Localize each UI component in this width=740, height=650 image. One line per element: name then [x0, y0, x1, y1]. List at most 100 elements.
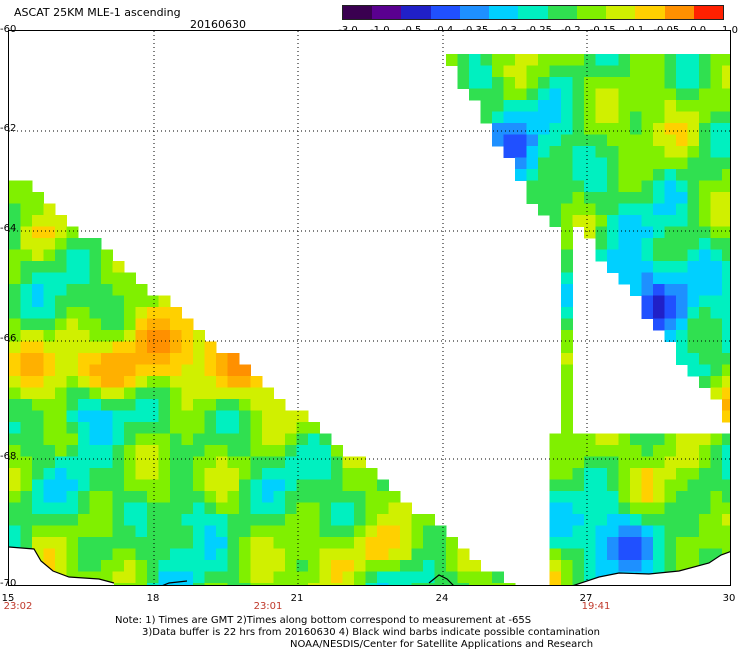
map-cell: [20, 433, 33, 446]
map-cell: [561, 307, 573, 319]
map-cell: [135, 284, 148, 296]
map-cell: [664, 284, 677, 296]
map-cell: [584, 111, 596, 124]
map-cell: [676, 307, 688, 319]
map-cell: [101, 272, 113, 285]
map-cell: [526, 134, 539, 147]
map-cell: [653, 203, 665, 216]
map-cell: [515, 123, 527, 135]
map-cell: [699, 514, 711, 526]
map-cell: [664, 249, 677, 262]
map-cell: [722, 502, 730, 515]
map-cell: [630, 134, 642, 147]
map-cell: [549, 560, 562, 572]
map-cell: [664, 456, 677, 469]
map-cell: [365, 514, 378, 526]
map-cell: [89, 249, 102, 262]
map-cell: [676, 491, 688, 503]
map-cell: [572, 169, 585, 181]
map-cell: [561, 456, 573, 469]
map-cell: [55, 215, 67, 227]
map-cell: [400, 525, 412, 538]
map-cell: [676, 111, 688, 124]
map-cell: [641, 146, 654, 158]
map-cell: [285, 537, 297, 549]
map-cell: [618, 146, 631, 158]
map-cell: [135, 537, 148, 549]
map-cell: [595, 77, 608, 89]
color-swatch: [459, 6, 490, 19]
map-cell: [538, 180, 550, 193]
map-cell: [319, 468, 332, 480]
map-cell: [710, 364, 723, 377]
map-cell: [262, 491, 274, 503]
map-cell: [388, 571, 401, 584]
map-cell: [204, 525, 217, 538]
map-cell: [239, 514, 251, 526]
map-cell: [699, 537, 711, 549]
map-cell: [89, 376, 102, 388]
map-cell: [296, 502, 309, 515]
map-cell: [308, 445, 320, 457]
map-cell: [32, 295, 44, 308]
map-cell: [641, 226, 654, 239]
map-cell: [181, 445, 194, 457]
map-cell: [480, 111, 493, 124]
map-cell: [296, 537, 309, 549]
map-cell: [641, 111, 654, 124]
map-cell: [676, 54, 688, 66]
map-cell: [710, 456, 723, 469]
map-cell: [112, 468, 125, 480]
map-cell: [78, 422, 90, 434]
map-cell: [722, 445, 730, 457]
map-cell: [124, 537, 136, 549]
map-cell: [43, 215, 56, 227]
map-cell: [584, 157, 596, 170]
map-cell: [526, 169, 539, 181]
map-cell: [78, 249, 90, 262]
map-cell: [618, 215, 631, 227]
map-cell: [250, 387, 263, 400]
map-cell: [584, 54, 596, 66]
map-cell: [32, 491, 44, 503]
map-cell: [365, 548, 378, 561]
data-map: [8, 30, 731, 586]
map-cell: [687, 330, 700, 342]
map-cell: [687, 192, 700, 204]
map-cell: [285, 445, 297, 457]
map-cell: [699, 307, 711, 319]
map-cell: [89, 318, 102, 331]
map-cell: [676, 65, 688, 78]
map-cell: [561, 479, 573, 492]
map-cell: [204, 491, 217, 503]
map-cell: [664, 537, 677, 549]
map-cell: [561, 215, 573, 227]
map-cell: [549, 157, 562, 170]
map-cell: [561, 54, 573, 66]
map-cell: [630, 548, 642, 561]
map-cell: [20, 226, 33, 239]
map-cell: [273, 537, 286, 549]
map-cell: [446, 537, 458, 549]
map-cell: [641, 215, 654, 227]
map-cell: [147, 295, 159, 308]
map-cell: [181, 399, 194, 411]
map-cell: [239, 445, 251, 457]
map-cell: [687, 353, 700, 365]
map-cell: [66, 410, 79, 423]
map-cell: [653, 169, 665, 181]
map-cell: [618, 272, 631, 285]
map-cell: [641, 157, 654, 170]
map-cell: [653, 548, 665, 561]
map-cell: [584, 502, 596, 515]
map-cell: [112, 560, 125, 572]
map-cell: [687, 364, 700, 377]
map-cell: [653, 65, 665, 78]
map-cell: [331, 571, 343, 584]
map-cell: [572, 491, 585, 503]
map-cell: [101, 399, 113, 411]
map-cell: [595, 146, 608, 158]
map-cell: [250, 399, 263, 411]
map-cell: [204, 387, 217, 400]
map-cell: [411, 514, 424, 526]
